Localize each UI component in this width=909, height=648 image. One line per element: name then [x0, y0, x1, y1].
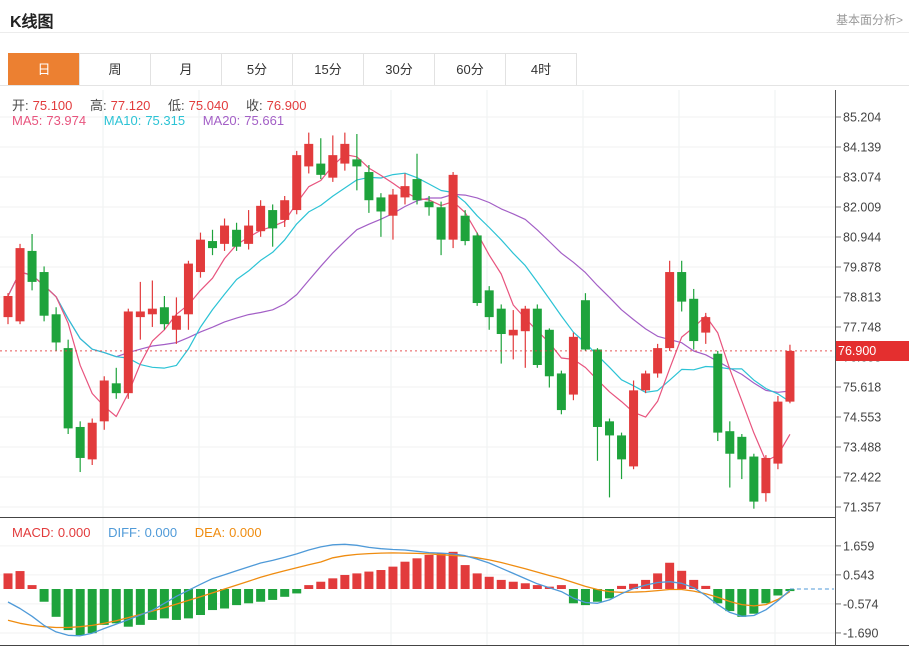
svg-text:72.422: 72.422	[843, 471, 881, 485]
svg-text:84.139: 84.139	[843, 141, 881, 155]
svg-text:-0.574: -0.574	[843, 597, 878, 611]
main-candlestick-chart[interactable]: 85.204 84.139 83.074 82.009 80.944 79.878 78.8…	[0, 90, 909, 517]
tab-5min[interactable]: 5分	[221, 53, 293, 86]
svg-text:73.488: 73.488	[843, 441, 881, 455]
open-label: 开:	[12, 98, 29, 113]
tab-15min[interactable]: 15分	[292, 53, 364, 86]
tab-60min[interactable]: 60分	[434, 53, 506, 86]
ma5-value: 73.974	[46, 113, 87, 128]
ma20-value: 75.661	[244, 113, 285, 128]
svg-text:0.543: 0.543	[843, 568, 874, 582]
tab-30min[interactable]: 30分	[363, 53, 435, 86]
macd-value: 0.000	[57, 525, 91, 540]
tab-day[interactable]: 日	[8, 53, 80, 86]
diff-label: DIFF:	[108, 525, 141, 540]
svg-text:85.204: 85.204	[843, 111, 881, 125]
svg-text:-1.690: -1.690	[843, 626, 878, 640]
svg-text:79.878: 79.878	[843, 261, 881, 275]
tab-week[interactable]: 周	[79, 53, 151, 86]
close-value: 76.900	[266, 98, 307, 113]
interval-tabbar: 日 周 月 5分 15分 30分 60分 4时	[8, 53, 577, 86]
low-value: 75.040	[188, 98, 229, 113]
low-label: 低:	[168, 98, 185, 113]
ma10-label: MA10:	[103, 113, 142, 128]
svg-text:80.944: 80.944	[843, 231, 881, 245]
header-divider	[0, 32, 909, 33]
ma-legend: MA5: 73.974 MA10: 75.315 MA20: 75.661	[12, 113, 288, 128]
current-price-tag: 76.900	[836, 341, 909, 361]
svg-text:77.748: 77.748	[843, 321, 881, 335]
macd-chart[interactable]: 1.659 0.543 -0.574 -1.690	[0, 517, 909, 648]
open-value: 75.100	[32, 98, 73, 113]
macd-label: MACD:	[12, 525, 54, 540]
page-title: K线图	[10, 14, 54, 31]
dea-value: 0.000	[229, 525, 262, 540]
dea-label: DEA:	[194, 525, 226, 540]
svg-text:78.813: 78.813	[843, 291, 881, 305]
svg-text:83.074: 83.074	[843, 171, 881, 185]
svg-text:1.659: 1.659	[843, 539, 874, 553]
macd-legend: MACD: 0.000 DIFF: 0.000 DEA: 0.000	[12, 525, 266, 540]
high-label: 高:	[90, 98, 107, 113]
tab-4hour[interactable]: 4时	[505, 53, 577, 86]
diff-value: 0.000	[144, 525, 178, 540]
high-value: 77.120	[110, 98, 151, 113]
ohlc-legend: 开: 75.100 高: 77.120 低: 75.040 收: 76.900	[12, 95, 310, 114]
svg-text:82.009: 82.009	[843, 201, 881, 215]
svg-text:75.618: 75.618	[843, 381, 881, 395]
svg-text:71.357: 71.357	[843, 501, 881, 515]
ma20-label: MA20:	[202, 113, 241, 128]
tabbar-bottom-line	[0, 85, 909, 86]
ma10-value: 75.315	[145, 113, 186, 128]
ma5-label: MA5:	[12, 113, 43, 128]
close-label: 收:	[246, 98, 263, 113]
fundamental-analysis-link[interactable]: 基本面分析>	[835, 13, 903, 27]
tab-month[interactable]: 月	[150, 53, 222, 86]
svg-text:74.553: 74.553	[843, 411, 881, 425]
